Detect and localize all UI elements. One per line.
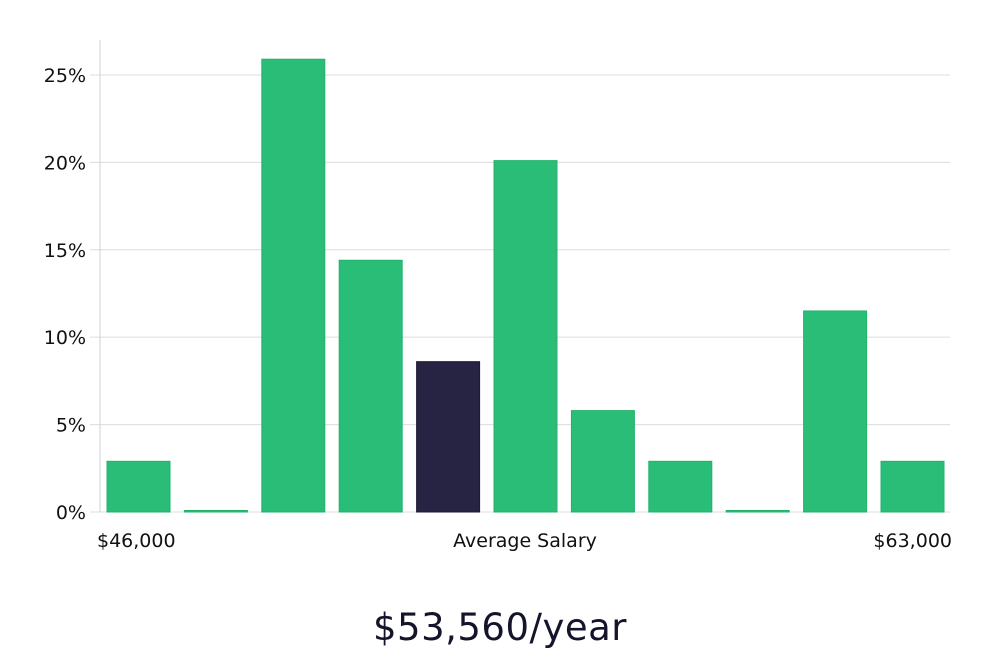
x-axis-title: Average Salary <box>453 530 597 552</box>
bar <box>493 160 558 513</box>
y-axis-ticks: 0% 5% 10% 15% 20% 25% <box>44 65 86 524</box>
bar <box>338 259 403 513</box>
y-tick-label: 0% <box>56 502 86 524</box>
bar <box>570 410 635 513</box>
y-tick-label: 15% <box>44 240 86 262</box>
bar <box>261 58 326 513</box>
y-tick-label: 10% <box>44 327 86 349</box>
bars <box>106 58 945 513</box>
bar <box>725 510 790 513</box>
x-axis-min-label: $46,000 <box>97 530 176 552</box>
average-salary-value: $53,560/year <box>372 606 627 649</box>
salary-histogram-chart: 0%5%10%15%20%25% $46,000 Average Salary … <box>44 40 952 552</box>
y-tick-label: 25% <box>44 65 86 87</box>
bar <box>880 460 945 513</box>
bar <box>106 460 171 513</box>
y-tick-label: 20% <box>44 152 86 174</box>
bar <box>648 460 713 513</box>
bar <box>183 510 248 513</box>
x-axis-max-label: $63,000 <box>873 530 952 552</box>
y-tick-label: 5% <box>56 415 86 437</box>
bar <box>803 310 868 513</box>
highlighted-bar <box>416 361 481 513</box>
